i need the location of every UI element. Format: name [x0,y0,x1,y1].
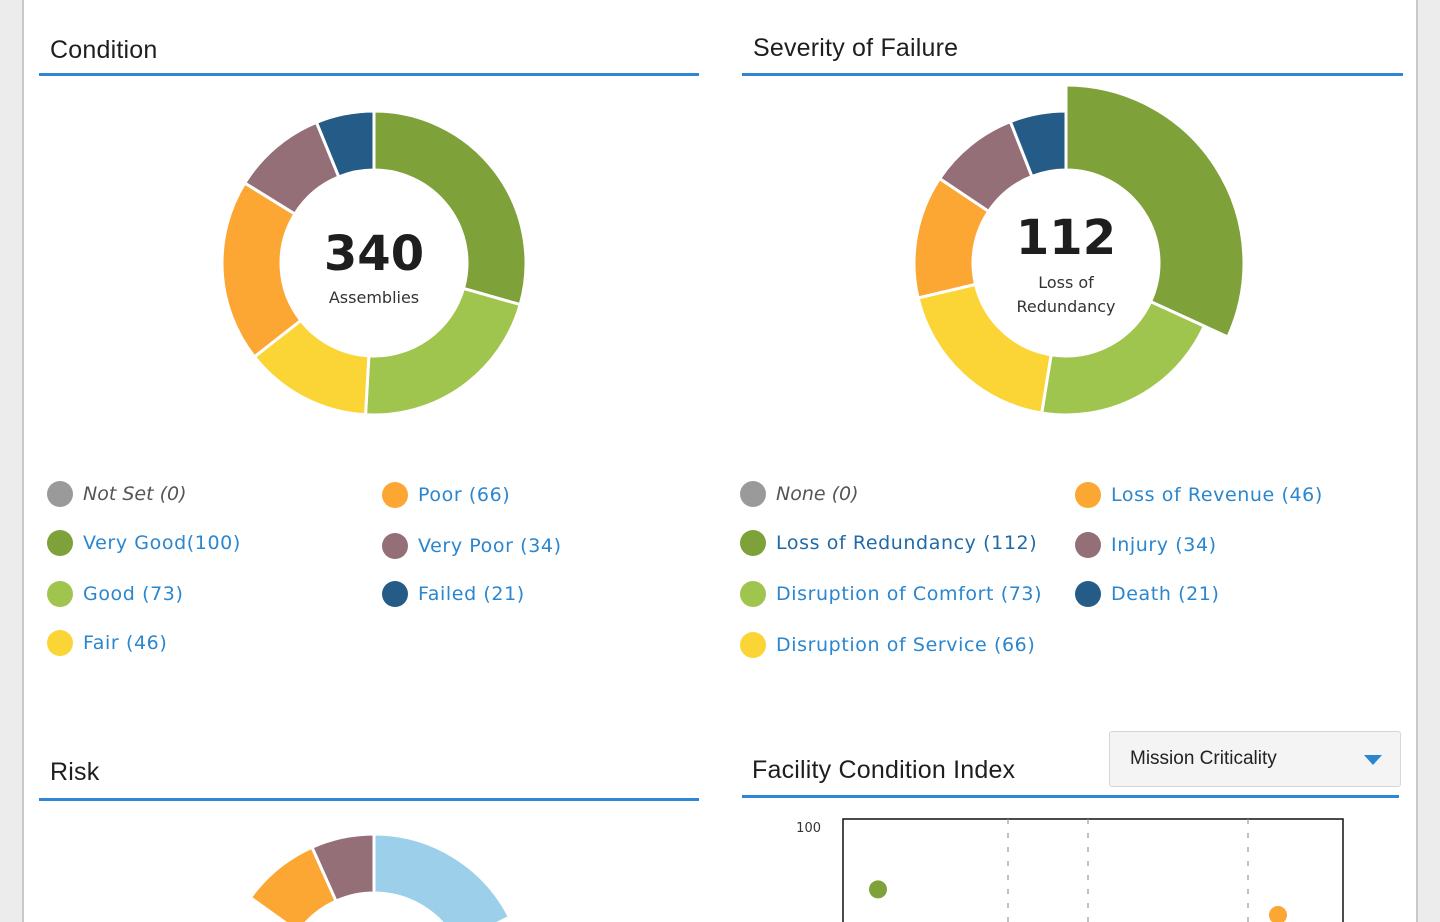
legend-color-dot-icon [1075,482,1101,508]
donut-slice-loss-of-redundancy[interactable] [1064,83,1246,339]
fci-title: Facility Condition Index [752,756,1016,784]
legend-item[interactable]: None (0) [740,481,859,507]
legend-item[interactable]: Loss of Revenue (46) [1075,482,1323,508]
legend-color-dot-icon [740,481,766,507]
legend-color-dot-icon [47,481,73,507]
severity-center-value: 112 [1015,210,1117,266]
legend-label: Loss of Revenue (46) [1111,484,1323,506]
legend-item[interactable]: Very Poor (34) [382,533,562,559]
legend-label: Poor (66) [418,484,511,506]
condition-title: Condition [50,36,158,64]
legend-label: Very Poor (34) [418,535,562,557]
donut-slice-failed[interactable] [314,109,376,179]
risk-title: Risk [50,758,100,786]
severity-donut-chart [912,83,1246,417]
donut-slice-death[interactable] [1008,109,1068,179]
legend-color-dot-icon [740,632,766,658]
legend-color-dot-icon [47,581,73,607]
legend-label: Loss of Redundancy (112) [776,532,1038,554]
legend-item[interactable]: Disruption of Comfort (73) [740,581,1042,607]
legend-label: Very Good(100) [83,532,241,554]
legend-label: Disruption of Comfort (73) [776,583,1043,605]
severity-center-label-line1: Loss of [1038,273,1094,292]
risk-donut-chart [248,832,512,922]
plot-area [842,818,1344,922]
dropdown-selected-value: Mission Criticality [1130,748,1277,769]
scatter-point[interactable] [869,880,887,899]
condition-center-label: Assemblies [328,288,420,307]
legend-color-dot-icon [382,482,408,508]
legend-color-dot-icon [47,630,73,656]
legend-item[interactable]: Loss of Redundancy (112) [740,530,1037,556]
legend-color-dot-icon [740,581,766,607]
legend-label: Death (21) [1111,583,1220,605]
fci-divider [742,795,1399,798]
risk-divider [39,798,699,801]
severity-center-label-line2: Redundancy [1016,297,1116,316]
condition-donut-chart [220,109,528,417]
legend-item[interactable]: Fair (46) [47,630,167,656]
legend-color-dot-icon [740,530,766,556]
condition-total: 340 [323,226,425,282]
legend-item[interactable]: Injury (34) [1075,532,1217,558]
legend-label: Not Set (0) [83,483,187,505]
legend-label: Fair (46) [83,632,168,654]
legend-item[interactable]: Poor (66) [382,482,510,508]
legend-item[interactable]: Death (21) [1075,581,1220,607]
legend-item[interactable]: Good (73) [47,581,183,607]
y-tick-label: 100 [796,821,821,836]
legend-label: None (0) [776,483,859,505]
legend-label: Injury (34) [1111,534,1217,556]
legend-label: Disruption of Service (66) [776,634,1036,656]
donut-slice-very-good[interactable] [372,109,528,307]
legend-color-dot-icon [1075,581,1101,607]
severity-title: Severity of Failure [753,34,959,62]
legend-item[interactable]: Not Set (0) [47,481,186,507]
legend-color-dot-icon [47,530,73,556]
risk-slice[interactable] [372,832,512,922]
mission-criticality-dropdown[interactable]: Mission Criticality [1109,731,1401,787]
legend-color-dot-icon [382,581,408,607]
legend-label: Good (73) [83,583,184,605]
condition-divider [39,73,699,76]
risk-slice[interactable] [310,832,376,904]
legend-item[interactable]: Disruption of Service (66) [740,632,1035,658]
legend-item[interactable]: Very Good(100) [47,530,241,556]
legend-color-dot-icon [1075,532,1101,558]
fci-scatter-chart: 100 [796,818,1344,922]
scatter-point[interactable] [1269,906,1287,922]
severity-divider [742,73,1403,76]
legend-color-dot-icon [382,533,408,559]
legend-label: Failed (21) [418,583,525,605]
chevron-down-icon [1364,755,1382,765]
legend-item[interactable]: Failed (21) [382,581,525,607]
